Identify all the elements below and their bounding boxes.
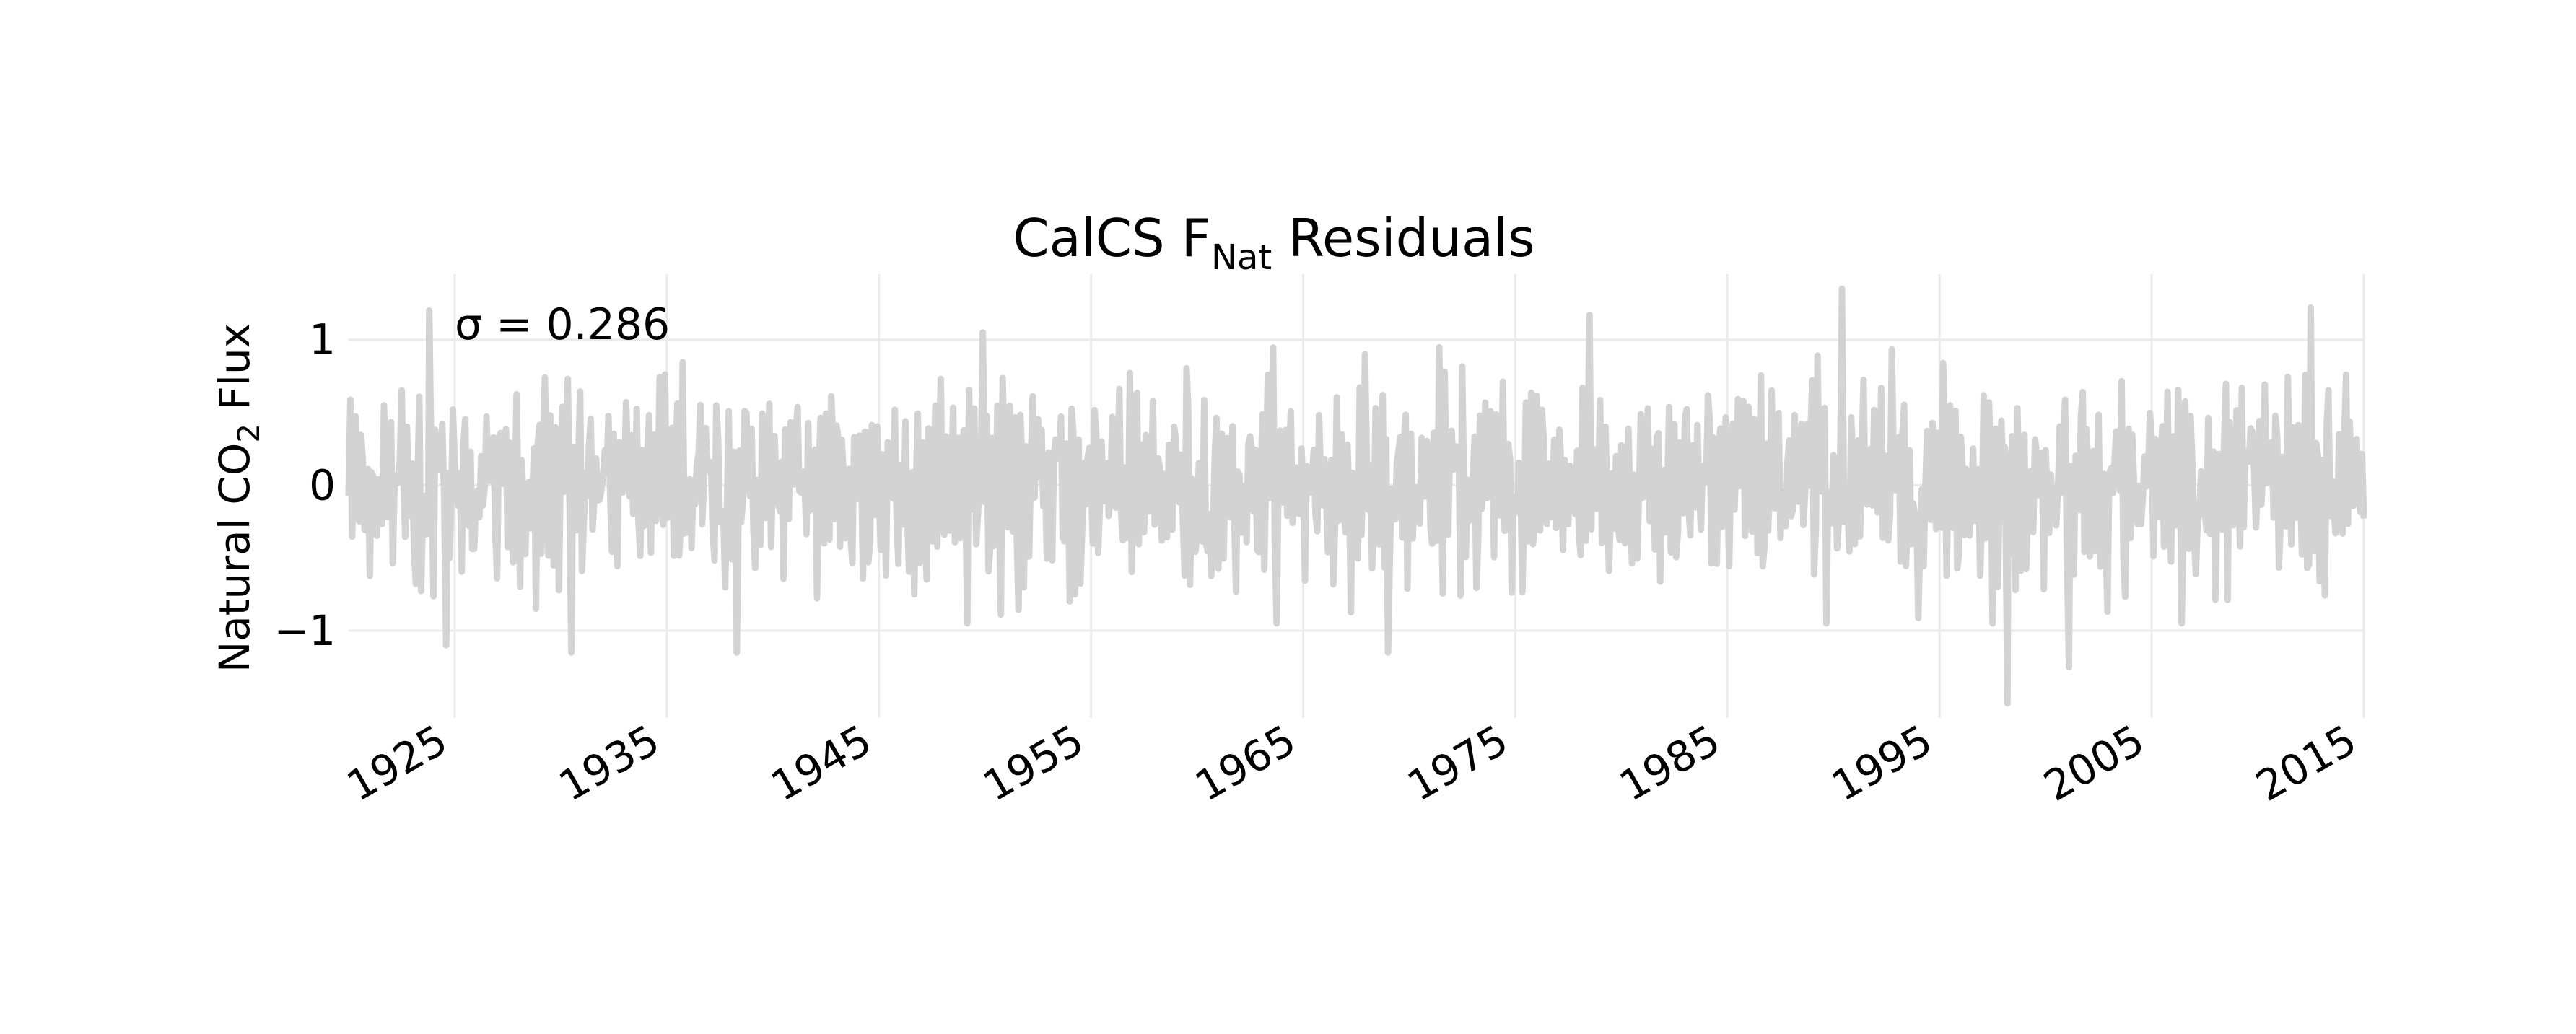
x-tick-label: 1985 <box>1611 715 1728 811</box>
x-tick-label: 2005 <box>2035 715 2152 811</box>
x-tick-label: 2015 <box>2248 715 2365 811</box>
x-tick-labels: 1925 1935 1945 1955 1965 1975 1985 1995 2005 2015 <box>339 715 2365 811</box>
x-tick-label: 1975 <box>1400 715 1516 811</box>
residual-line <box>345 285 2367 707</box>
series-residuals <box>345 285 2367 707</box>
y-tick-labels: −1 0 1 <box>274 315 336 655</box>
chart-title: CalCS FNat Residuals <box>1013 208 1534 278</box>
y-axis-label: Natural CO2 Flux <box>210 323 266 672</box>
x-tick-label: 1925 <box>339 715 455 811</box>
x-tick-label: 1935 <box>551 715 668 811</box>
x-tick-label: 1955 <box>975 715 1092 811</box>
x-tick-label: 1965 <box>1187 715 1304 811</box>
y-tick-label: −1 <box>274 606 336 655</box>
x-tick-label: 1995 <box>1823 715 1940 811</box>
x-tick-label: 1945 <box>763 715 880 811</box>
y-tick-label: 0 <box>309 460 336 509</box>
sigma-annotation: σ = 0.286 <box>455 299 670 350</box>
y-tick-label: 1 <box>309 315 336 364</box>
